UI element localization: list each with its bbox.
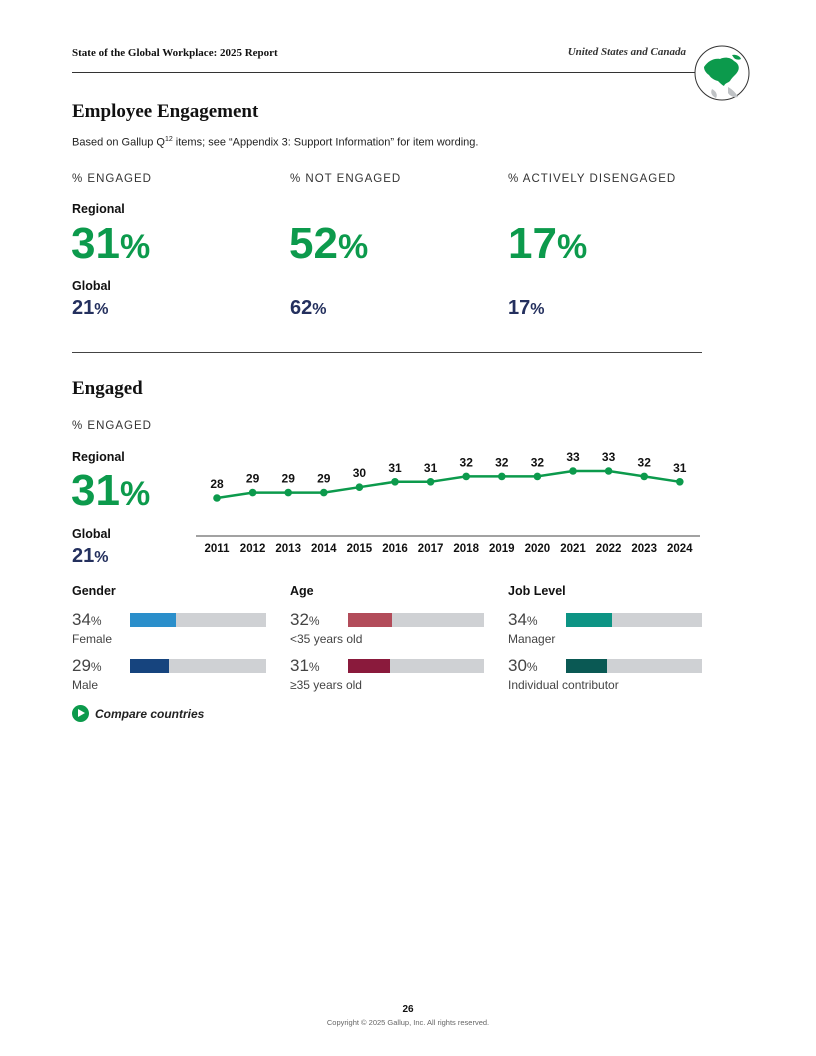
breakdown-bar-fill	[348, 613, 392, 627]
x-tick-label: 2019	[489, 543, 515, 555]
x-tick-label: 2011	[205, 543, 231, 555]
breakdown-bar-fill	[130, 659, 170, 673]
x-tick-label: 2020	[525, 543, 551, 555]
engagement-note: Based on Gallup Q12 items; see “Appendix…	[72, 136, 479, 149]
breakdown-value: 34%	[508, 610, 538, 629]
data-point	[355, 483, 364, 491]
compare-countries-link[interactable]: Compare countries	[95, 707, 205, 721]
engaged-global-label: Global	[72, 527, 111, 541]
breakdown-bar-fill	[130, 613, 177, 627]
global-label: Global	[72, 279, 111, 293]
engaged-series-line	[216, 469, 680, 500]
global-actively-disengaged-value: 17%	[508, 297, 545, 319]
header-divider	[72, 72, 698, 73]
regional-not-engaged-value: 52%	[289, 219, 369, 268]
data-label: 29	[317, 472, 331, 486]
report-title: State of the Global Workplace: 2025 Repo…	[72, 47, 278, 59]
engagement-trend-chart: 28 2011 29 2012 29 2013 29 2014 30 2015 31 2016 31 20…	[196, 450, 700, 555]
x-tick-label: 2013	[275, 543, 301, 555]
x-tick-label: 2024	[667, 543, 693, 555]
breakdown-label: Male	[72, 678, 99, 692]
regional-engaged-value: 31%	[71, 219, 151, 268]
breakdown-label: Female	[72, 632, 113, 646]
breakdown-bar-track	[566, 659, 702, 673]
data-point	[462, 472, 471, 481]
x-tick-label: 2015	[347, 543, 373, 555]
data-label: 31	[388, 461, 402, 475]
breakdown-value: 34%	[72, 610, 102, 629]
data-point	[569, 467, 577, 475]
data-label: 32	[638, 455, 652, 469]
not-engaged-column-label: % NOT ENGAGED	[290, 173, 402, 185]
data-label: 28	[210, 477, 224, 491]
data-point	[426, 478, 435, 486]
data-point	[604, 467, 613, 475]
engaged-sublabel: % ENGAGED	[72, 420, 152, 432]
data-label: 32	[531, 455, 545, 469]
data-point	[676, 478, 684, 486]
data-label: 33	[602, 450, 616, 464]
x-tick-label: 2018	[453, 543, 479, 555]
data-point	[213, 494, 221, 502]
actively-disengaged-column-label: % ACTIVELY DISENGAGED	[508, 173, 677, 185]
section-divider	[72, 352, 702, 353]
global-not-engaged-value: 62%	[290, 297, 327, 319]
engaged-regional-label: Regional	[72, 450, 125, 464]
section-title-engaged: Engaged	[72, 378, 143, 399]
x-tick-label: 2014	[311, 543, 337, 555]
data-point	[533, 472, 542, 481]
engaged-global-value: 21%	[72, 545, 109, 567]
data-label: 29	[246, 472, 260, 486]
breakdown-value: 32%	[290, 610, 320, 629]
x-tick-label: 2012	[240, 543, 266, 555]
regional-actively-disengaged-value: 17%	[508, 219, 588, 268]
data-label: 29	[282, 472, 296, 486]
breakdown-bar-track	[566, 613, 702, 627]
data-label: 30	[353, 466, 367, 480]
data-point	[640, 472, 648, 481]
page-number: 26	[402, 1004, 414, 1015]
data-point	[284, 488, 292, 497]
breakdown-bar-track	[130, 659, 266, 673]
copyright: Copyright © 2025 Gallup, Inc. All rights…	[326, 1018, 490, 1027]
data-label: 31	[424, 461, 438, 475]
breakdown-bar-track	[348, 613, 484, 627]
x-tick-label: 2023	[631, 543, 657, 555]
engaged-column-label: % ENGAGED	[72, 173, 152, 185]
data-label: 31	[673, 461, 687, 475]
x-tick-label: 2021	[560, 543, 586, 555]
data-label: 33	[566, 450, 580, 464]
x-tick-label: 2022	[596, 543, 622, 555]
breakdown-title: Job Level	[508, 584, 566, 598]
breakdown-title: Gender	[72, 584, 116, 598]
data-label: 32	[460, 455, 474, 469]
breakdown-bar-fill	[566, 659, 607, 673]
region-name: United States and Canada	[567, 46, 686, 58]
breakdown-value: 30%	[508, 656, 538, 675]
breakdown-bar-fill	[566, 613, 613, 627]
breakdown-label: ≥35 years old	[290, 678, 362, 692]
data-point	[248, 488, 257, 497]
data-point	[320, 488, 328, 497]
breakdown-bar-fill	[348, 659, 391, 673]
data-label: 32	[495, 455, 509, 469]
data-point	[391, 478, 399, 486]
play-circle-icon[interactable]	[72, 705, 89, 722]
breakdown-bar-track	[348, 659, 484, 673]
section-title-employee-engagement: Employee Engagement	[72, 101, 259, 122]
x-tick-label: 2016	[382, 543, 408, 555]
global-engaged-value: 21%	[72, 297, 109, 319]
breakdown-value: 29%	[72, 656, 102, 675]
breakdown-label: Manager	[508, 632, 556, 646]
regional-label: Regional	[72, 202, 125, 216]
breakdown-title: Age	[290, 584, 314, 598]
engaged-regional-value: 31%	[71, 466, 151, 515]
data-point	[498, 472, 506, 481]
breakdown-bar-track	[130, 613, 266, 627]
breakdown-label: Individual contributor	[508, 678, 619, 692]
breakdown-label: <35 years old	[290, 632, 363, 646]
breakdown-value: 31%	[290, 656, 320, 675]
globe-north-america-icon	[694, 45, 750, 101]
x-tick-label: 2017	[418, 543, 444, 555]
